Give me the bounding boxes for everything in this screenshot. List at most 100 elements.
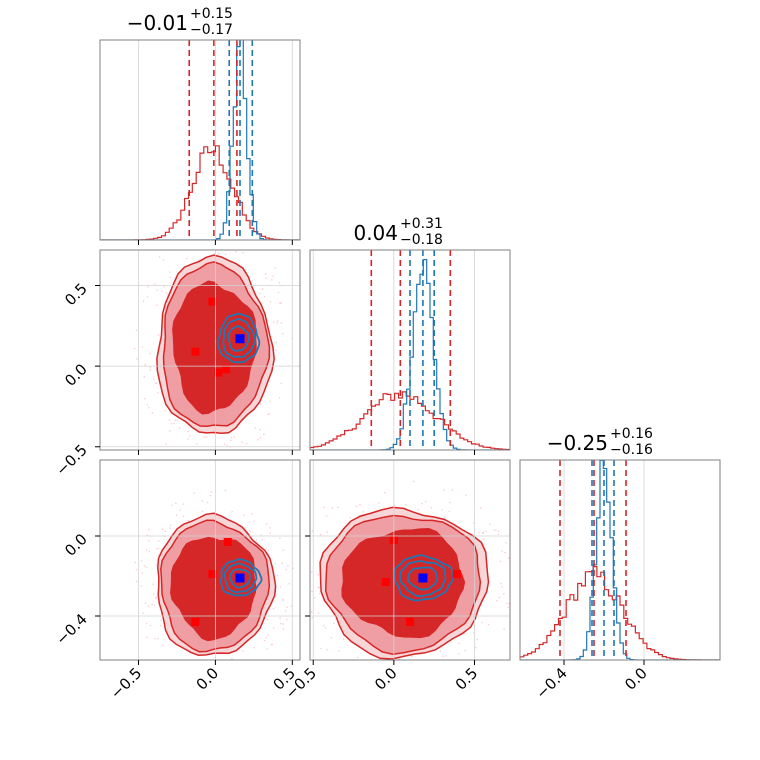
sample-point [263, 295, 266, 298]
scatter-panel-2 [99, 459, 301, 681]
sample-point [508, 602, 510, 605]
sample-point [228, 514, 231, 516]
sample-point [450, 670, 452, 672]
sample-point [308, 581, 310, 583]
sample-point [342, 638, 345, 640]
sample-point [482, 532, 485, 534]
sample-point [503, 628, 505, 630]
sample-point [326, 531, 329, 533]
sample-point [356, 656, 359, 659]
sample-point [187, 520, 190, 522]
sample-point [269, 527, 271, 529]
sample-point [238, 236, 240, 238]
sample-point [458, 653, 460, 655]
sample-point [483, 538, 485, 541]
sample-point [241, 441, 243, 443]
panel-border [309, 459, 511, 661]
sample-point [290, 605, 293, 608]
y-tick-label: 0.5 [61, 280, 91, 310]
blue-contour [223, 562, 258, 594]
sample-point [474, 646, 477, 649]
sample-point [462, 665, 464, 667]
sample-point [259, 402, 262, 405]
sample-point [161, 528, 164, 531]
sample-point [305, 617, 307, 619]
sample-point [249, 530, 251, 532]
sample-point [512, 599, 514, 601]
sample-point [149, 624, 152, 627]
sample-point [497, 533, 500, 535]
sample-point [230, 235, 232, 237]
sample-point [171, 504, 173, 506]
x-tick-label: −0.4 [532, 664, 570, 702]
sample-point [306, 526, 308, 528]
sample-point [226, 444, 229, 447]
sample-point [134, 561, 137, 564]
sample-point [142, 612, 144, 615]
sample-point [135, 329, 138, 332]
sample-point [135, 568, 138, 571]
sample-point [359, 504, 361, 506]
sample-point [230, 439, 232, 442]
red-histogram [520, 566, 720, 660]
sample-point [311, 590, 313, 593]
sample-point [320, 647, 322, 650]
sample-point [507, 606, 510, 609]
sample-point [233, 679, 235, 681]
sample-point [193, 666, 195, 668]
sample-point [374, 671, 376, 673]
sample-point [296, 554, 298, 556]
sample-point [231, 510, 233, 513]
sample-point [318, 592, 321, 595]
sample-point [445, 655, 447, 657]
sample-point [234, 679, 236, 681]
sample-point [223, 670, 225, 672]
red-marker [208, 570, 217, 578]
sample-point [203, 436, 205, 438]
sample-point [169, 527, 171, 529]
sample-point [155, 596, 157, 598]
sample-point [280, 382, 282, 385]
sample-point [365, 670, 367, 672]
sample-point [224, 253, 227, 256]
red-marker [381, 578, 390, 586]
red-contour-inner [170, 536, 257, 642]
sample-point [516, 562, 518, 564]
sample-point [406, 663, 408, 665]
sample-point [176, 419, 179, 421]
sample-point [244, 527, 247, 529]
sample-point [411, 655, 413, 658]
sample-point [254, 427, 257, 429]
sample-point [265, 523, 268, 525]
panel-border [309, 249, 511, 451]
red-marker [191, 347, 200, 356]
sample-point [458, 642, 460, 645]
sample-point [503, 592, 505, 595]
blue-contour [229, 568, 251, 589]
sample-point [146, 636, 148, 639]
sample-point [205, 436, 207, 438]
panel-border [99, 459, 301, 661]
y-tick-label: −0.4 [52, 610, 90, 648]
sample-point [421, 502, 423, 505]
sample-point [501, 550, 503, 552]
sample-point [355, 505, 358, 508]
sample-point [501, 585, 504, 588]
sample-point [140, 560, 143, 562]
sample-point [377, 502, 380, 504]
sample-point [224, 489, 227, 492]
sample-point [143, 564, 146, 567]
sample-point [265, 277, 268, 279]
sample-point [484, 530, 487, 533]
sample-point [409, 679, 411, 681]
sample-point [451, 489, 454, 491]
sample-point [279, 617, 281, 619]
sample-point [193, 492, 196, 494]
sample-point [258, 292, 261, 295]
sample-point [164, 409, 167, 412]
sample-point [141, 346, 144, 348]
sample-point [147, 605, 150, 607]
blue-contour [399, 560, 447, 598]
sample-point [276, 574, 279, 577]
